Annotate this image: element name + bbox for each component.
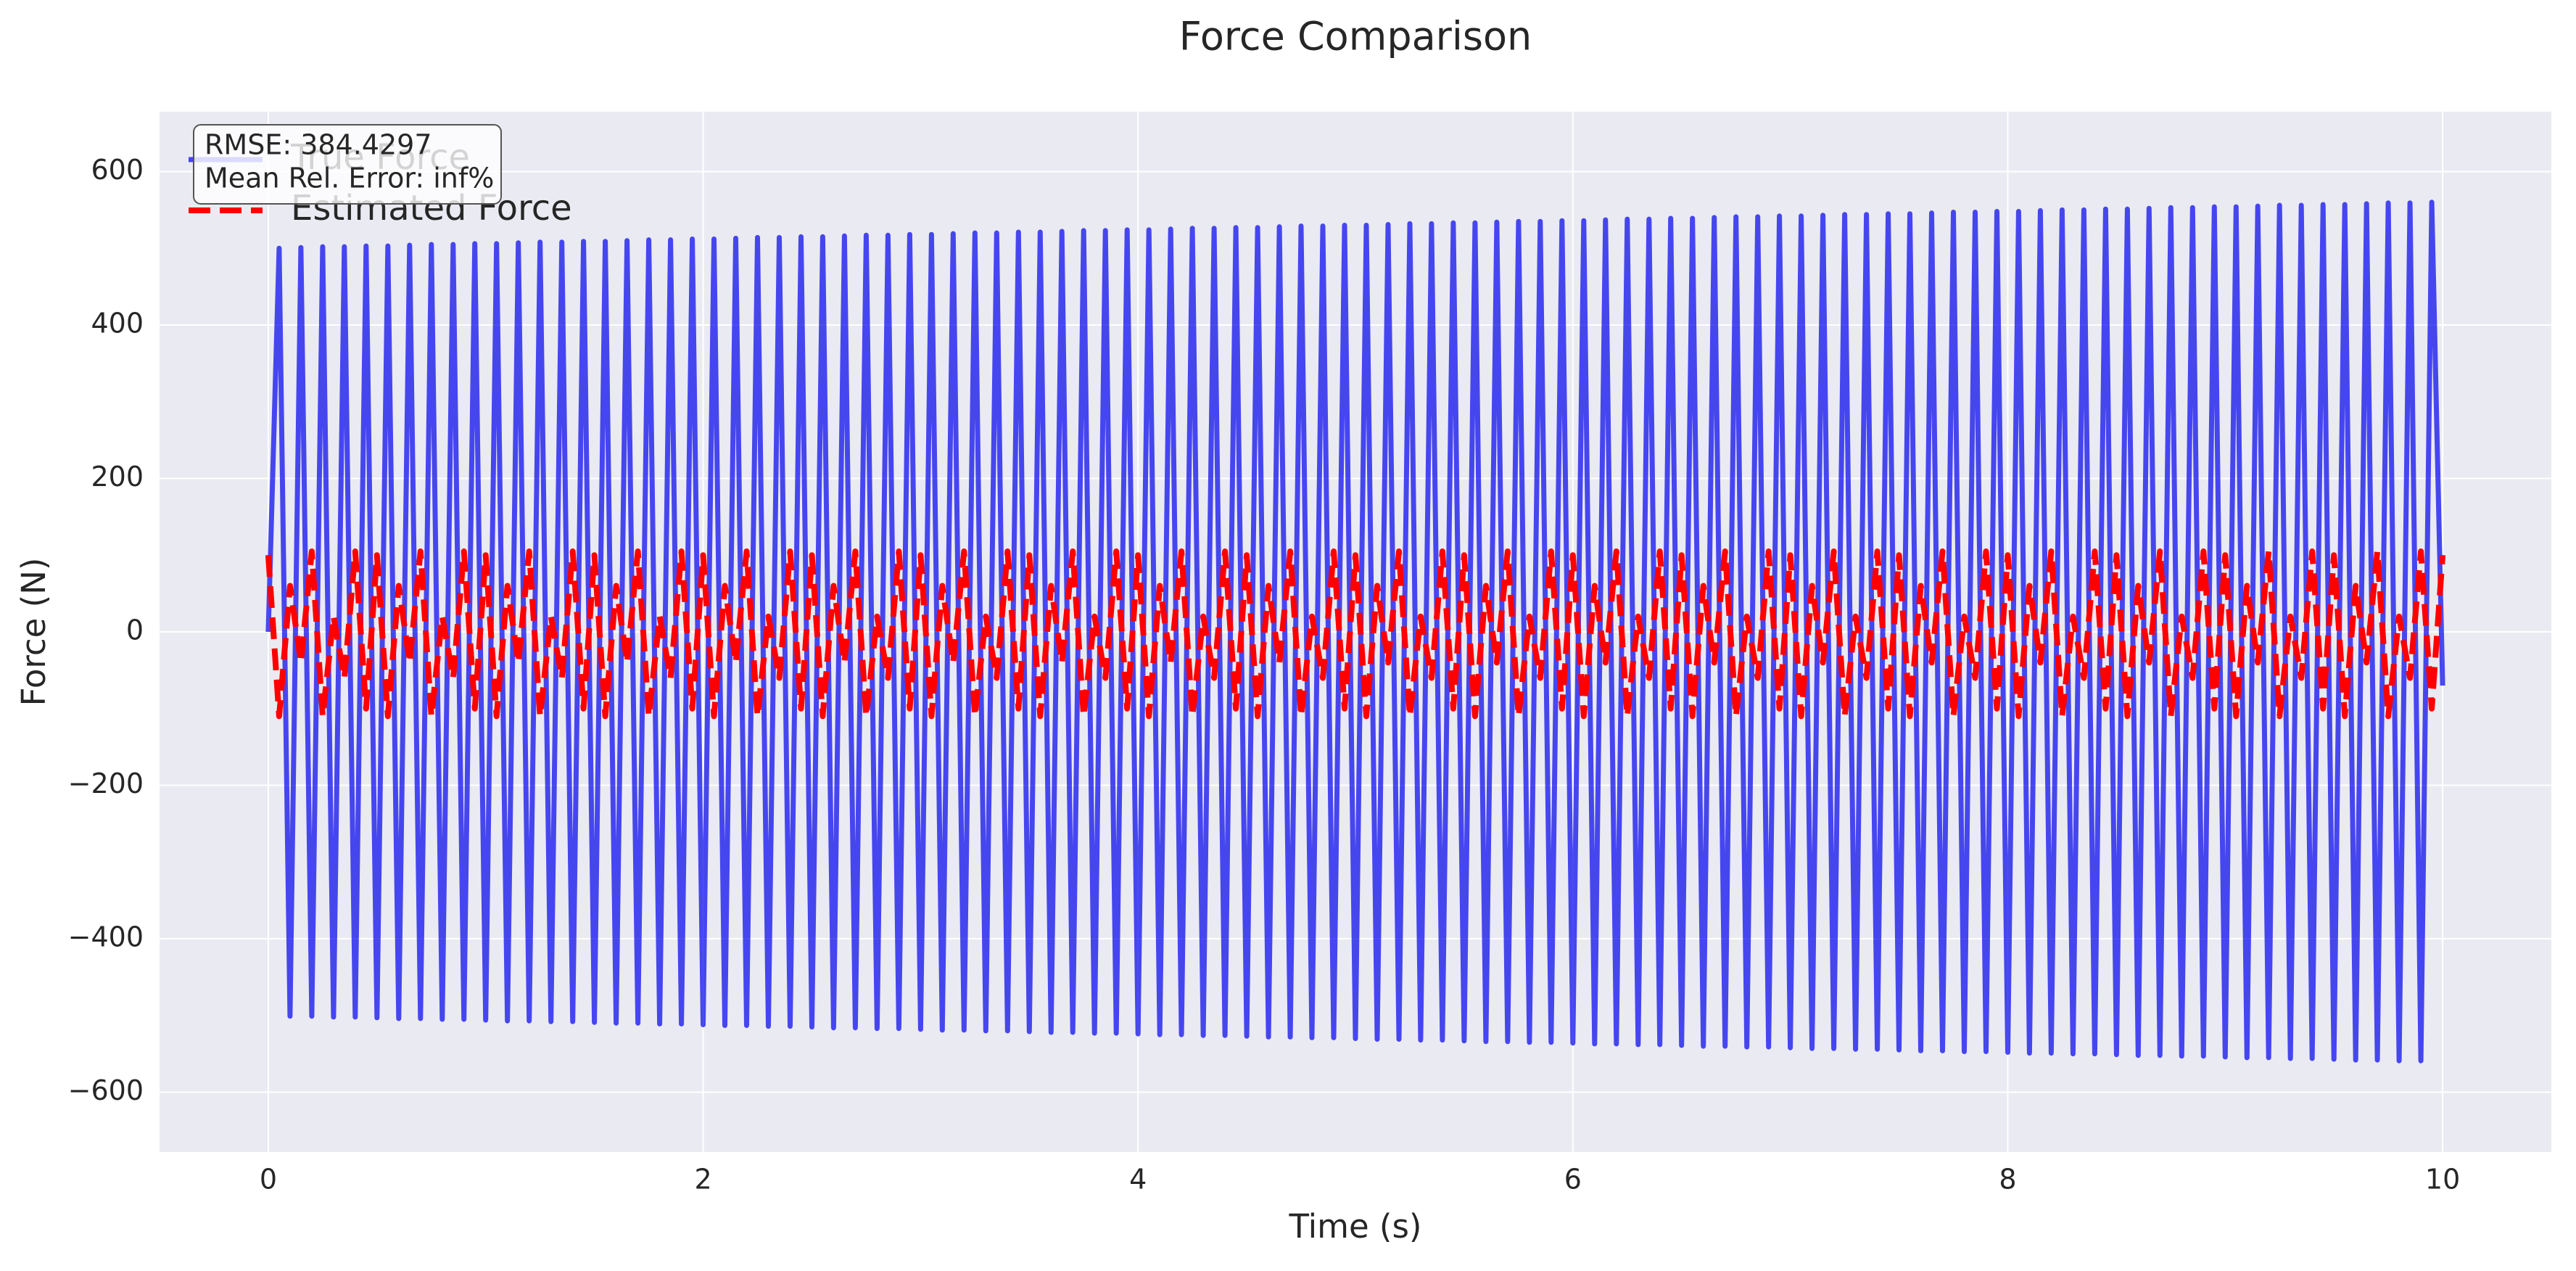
annotation: Mean Rel. Error: inf%: [205, 163, 494, 194]
y-tick-label: −200: [68, 768, 144, 799]
y-axis-label: Force (N): [15, 558, 53, 707]
y-tick-label: −400: [68, 921, 144, 953]
chart-title: Force Comparison: [1179, 14, 1532, 59]
y-tick-label: −600: [68, 1074, 144, 1106]
y-tick-label: 600: [91, 154, 144, 186]
x-tick-label: 6: [1564, 1164, 1582, 1196]
x-tick-label: 8: [1999, 1164, 2016, 1196]
x-tick-label: 2: [694, 1164, 711, 1196]
series-line: [265, 200, 2445, 1064]
x-tick-label: 0: [260, 1164, 277, 1196]
y-tick-label: 200: [91, 461, 144, 493]
series-line: [265, 548, 2446, 720]
x-tick-label: 4: [1129, 1164, 1147, 1196]
annotation: RMSE: 384.4297: [205, 129, 432, 161]
y-tick-label: 0: [126, 614, 144, 646]
y-tick-label: 400: [91, 307, 144, 339]
annotation-box: [193, 124, 502, 205]
x-axis-label: Time (s): [1289, 1207, 1422, 1246]
x-tick-label: 10: [2425, 1164, 2460, 1196]
